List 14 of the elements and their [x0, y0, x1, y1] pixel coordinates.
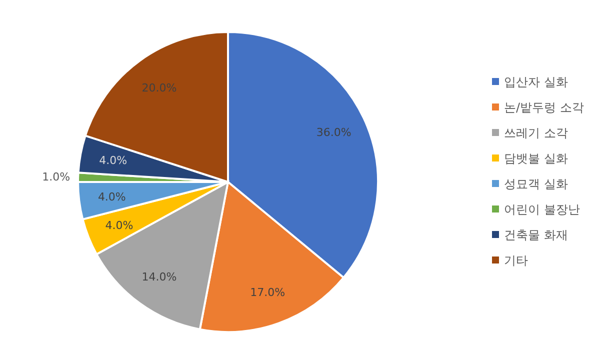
legend-label: 성묘객 실화: [504, 177, 568, 191]
data-label: 20.0%: [142, 81, 177, 94]
data-label: 4.0%: [105, 219, 134, 232]
data-label: 36.0%: [316, 126, 352, 140]
data-label: 4.0%: [99, 154, 128, 168]
data-label: 17.0%: [250, 286, 286, 300]
data-label: 4.0%: [98, 190, 126, 204]
data-label: 1.0%: [42, 170, 70, 184]
legend-label: 담뱃불 실화: [504, 152, 568, 166]
legend-label: 쓰레기 소각: [504, 126, 568, 140]
legend-label: 건축물 화재: [504, 228, 568, 242]
legend-label: 기타: [504, 254, 528, 268]
legend-label: 입산자 실화: [504, 75, 568, 89]
data-label: 14.0%: [142, 270, 177, 284]
